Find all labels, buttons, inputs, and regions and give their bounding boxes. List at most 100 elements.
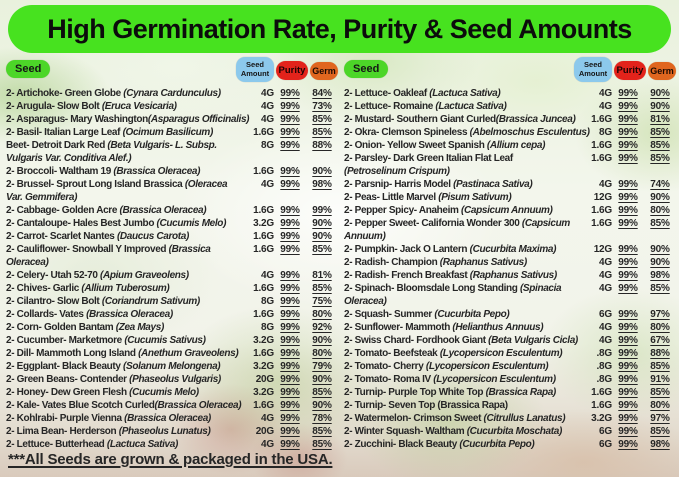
seed-amount-value: 3.2G [253, 387, 274, 398]
seed-common-name: 2- Radish- Champion [344, 257, 440, 268]
germ-value: 88% [650, 348, 670, 359]
purity-value: 99% [618, 244, 638, 255]
purity-value: 99% [280, 374, 300, 385]
table-row: 2- Celery- Utah 52-70 (Apium Graveolens)… [6, 269, 338, 282]
seed-latin-name: (Raphanus Sativus) [469, 270, 557, 281]
germ-value: 85% [650, 140, 670, 151]
seed-latin-name: (Phaseolus Lunatus) [118, 426, 211, 437]
purity-value: 99% [280, 348, 300, 359]
purity-value: 99% [280, 114, 300, 125]
seed-common-name: 2- Cucumber- Marketmore [6, 335, 125, 346]
germ-value: 98% [650, 439, 670, 450]
seed-common-name: 2- Cauliflower- Snowball Y Improved [6, 244, 169, 255]
seed-common-name: 2- Pumpkin- Jack O Lantern [344, 244, 470, 255]
germ-value: 80% [312, 309, 332, 320]
seed-name: 2- Spinach- Bloomsdale Long Standing (Sp… [344, 282, 576, 308]
seed-name: 2- Asparagus- Mary Washington(Asparagus … [6, 113, 250, 126]
table-row: 2- Broccoli- Waltham 19 (Brassica Olerac… [6, 165, 338, 178]
seed-name: 2- Parsnip- Harris Model (Pastinaca Sati… [344, 178, 576, 191]
table-row: 2- Basil- Italian Large Leaf (Ocimum Bas… [6, 126, 338, 139]
purity-value: 99% [280, 88, 300, 99]
germ-value: 80% [650, 322, 670, 333]
seed-latin-name: (Phaseolus Vulgaris) [129, 374, 221, 385]
seed-name: 2- Radish- French Breakfast (Raphanus Sa… [344, 269, 576, 282]
seed-latin-name: (Eruca Vesicaria) [101, 101, 177, 112]
germ-value: 92% [312, 322, 332, 333]
seed-common-name: 2- Brussel- Sprout Long Island Brassica [6, 179, 185, 190]
purity-value: 99% [280, 283, 300, 294]
seed-name: 2- Mustard- Southern Giant Curled(Brassi… [344, 113, 576, 126]
seed-amount-value: 4G [599, 101, 612, 112]
seed-latin-name: (Cucumis Sativus) [124, 335, 206, 346]
page-title: High Germination Rate, Purity & Seed Amo… [47, 13, 632, 44]
seed-common-name: 2- Green Beans- Contender [6, 374, 130, 385]
seed-name: 2- Lettuce- Romaine (Lactuca Sativa) [344, 100, 576, 113]
purity-value: 99% [618, 283, 638, 294]
germ-value: 81% [650, 114, 670, 125]
seed-name: 2- Arugula- Slow Bolt (Eruca Vesicaria) [6, 100, 238, 113]
seed-name: 2- Onion- Yellow Sweet Spanish (Allium c… [344, 139, 576, 152]
seed-amount-value: 1.6G [591, 218, 612, 229]
seed-name: Beet- Detroit Dark Red (Beta Vulgaris- L… [6, 139, 238, 165]
purity-value: 99% [618, 335, 638, 346]
seed-latin-name: (Zea Mays) [115, 322, 165, 333]
seed-latin-name: (Lycopersicon Esculentum) [425, 361, 549, 372]
seed-amount-value: 1.6G [253, 348, 274, 359]
seed-latin-name: (Cucurbita Pepo) [459, 439, 535, 450]
table-row: 2- Pumpkin- Jack O Lantern (Cucurbita Ma… [344, 243, 676, 256]
seed-amount-value: 12G [593, 244, 613, 255]
table-row: 2- Tomato- Beefsteak (Lycopersicon Escul… [344, 347, 676, 360]
seed-latin-name: (Abelmoschus Esculentus) [469, 127, 590, 138]
seed-amount-value: 4G [261, 439, 274, 450]
table-row: 2- Carrot- Scarlet Nantes (Daucus Carota… [6, 230, 338, 243]
purity-value: 99% [280, 413, 300, 424]
seed-amount-value: 4G [599, 283, 612, 294]
germ-value: 85% [312, 114, 332, 125]
table-row: 2- Pepper Sweet- California Wonder 300 (… [344, 217, 676, 243]
seed-name: 2- Green Beans- Contender (Phaseolus Vul… [6, 373, 238, 386]
seed-common-name: 2- Tomato- Roma IV [344, 374, 434, 385]
table-rows: 2- Lettuce- Oakleaf (Lactuca Sativa) 4G 99… [344, 87, 676, 451]
seed-common-name: 2- Mustard- Southern Giant Curled [344, 114, 496, 125]
germ-value: 98% [650, 270, 670, 281]
table-row: 2- Lettuce- Oakleaf (Lactuca Sativa) 4G 99… [344, 87, 676, 100]
seed-common-name: 2- Turnip- Seven Top [344, 400, 438, 411]
germ-value: 85% [312, 439, 332, 450]
germ-value: 90% [650, 101, 670, 112]
seed-name: 2- Tomato- Cherry (Lycopersicon Esculent… [344, 360, 576, 373]
seed-latin-name: (Pisum Sativum) [438, 192, 512, 203]
seed-latin-name: (Asparagus Officinalis) [147, 114, 250, 125]
purity-value: 99% [280, 127, 300, 138]
table-header: Seed Seed Amount Purity Germ [344, 57, 676, 87]
germ-value: 90% [650, 88, 670, 99]
seed-latin-name: (Brassica Oleracea) [113, 166, 201, 177]
seed-amount-value: 6G [599, 309, 612, 320]
seed-name: 2- Cilantro- Slow Bolt (Coriandrum Sativ… [6, 295, 238, 308]
seed-common-name: 2- Eggplant- Black Beauty [6, 361, 124, 372]
germ-value: 81% [312, 270, 332, 281]
seed-amount-value: 4G [261, 88, 274, 99]
seed-name: 2- Turnip- Purple Top White Top (Brassic… [344, 386, 576, 399]
purity-value: 99% [618, 127, 638, 138]
seed-name: 2- Tomato- Beefsteak (Lycopersicon Escul… [344, 347, 576, 360]
seed-latin-name: (Cucumis Melo) [156, 218, 227, 229]
table-row: 2- Swiss Chard- Fordhook Giant (Beta Vul… [344, 334, 676, 347]
seed-common-name: 2- Parsnip- Harris Model [344, 179, 454, 190]
seed-latin-name: (Lactuca Sativa) [435, 101, 507, 112]
seed-common-name: 2- Winter Squash- Waltham [344, 426, 467, 437]
table-row: 2- Tomato- Roma IV (Lycopersicon Esculen… [344, 373, 676, 386]
table-row: 2- Pepper Spicy- Anaheim (Capsicum Annuu… [344, 204, 676, 217]
seed-name: 2- Basil- Italian Large Leaf (Ocimum Bas… [6, 126, 238, 139]
seed-latin-name: (Cucurbita Moschata) [466, 426, 563, 437]
seed-latin-name: (Brassica Oleracea) [154, 400, 242, 411]
purity-value: 99% [280, 400, 300, 411]
seed-amount-value: 12G [593, 192, 613, 203]
germ-value: 67% [650, 335, 670, 346]
seed-latin-name: (Petroselinum Crispum) [344, 166, 450, 177]
seed-common-name: 2- Spinach- Bloomsdale Long Standing [344, 283, 520, 294]
seed-name: 2- Pepper Spicy- Anaheim (Capsicum Annuu… [344, 204, 576, 217]
seed-common-name: 2- Arugula- Slow Bolt [6, 101, 102, 112]
germ-value: 78% [312, 413, 332, 424]
purity-value: 99% [618, 413, 638, 424]
